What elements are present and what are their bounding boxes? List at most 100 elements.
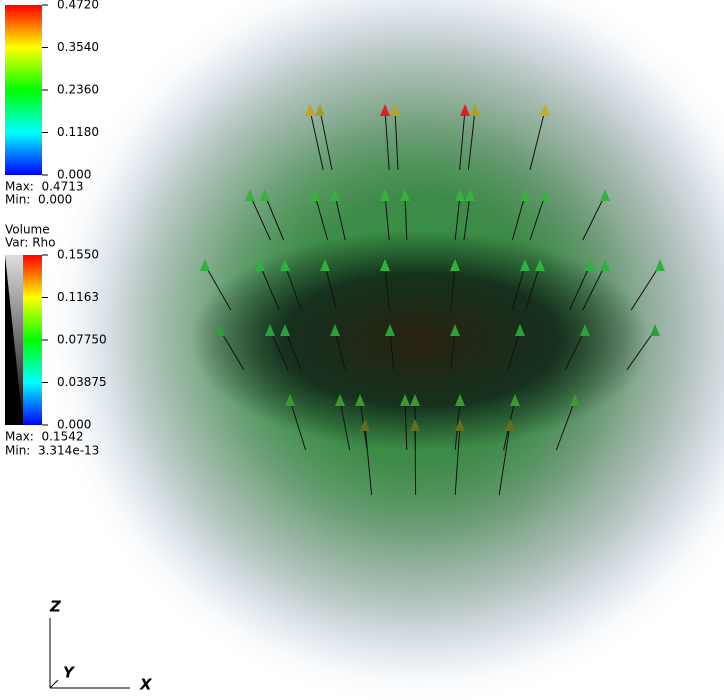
arrow-shaft: [582, 264, 606, 311]
arrow-shaft: [564, 329, 586, 371]
arrow-shaft: [459, 109, 466, 171]
legend-min: Min: 0.000: [5, 193, 72, 207]
arrow-shaft: [404, 399, 408, 451]
tick-label: 0.1550: [57, 248, 99, 262]
axis-triad: [49, 618, 130, 689]
arrow-head: [510, 394, 520, 406]
arrow-head: [470, 104, 480, 116]
arrow-head: [385, 324, 395, 336]
legend-max: Max: 0.1542: [5, 430, 83, 444]
tick-label: 0.000: [57, 418, 91, 432]
arrow-shaft: [529, 109, 546, 171]
arrow-shaft: [511, 264, 526, 311]
arrow-shaft: [404, 194, 408, 241]
arrow-shaft: [219, 329, 245, 371]
axis-label-x: X: [139, 676, 153, 694]
arrow-shaft: [582, 194, 606, 241]
arrow-head: [410, 394, 420, 406]
arrow-head: [540, 104, 550, 116]
arrow-head: [400, 189, 410, 201]
arrow-head: [655, 259, 665, 271]
arrow-head: [310, 189, 320, 201]
arrow-head: [515, 324, 525, 336]
color-bar: [5, 5, 42, 175]
arrow-shaft: [269, 329, 289, 371]
arrow-shaft: [450, 264, 456, 311]
vector-field: [200, 104, 665, 496]
arrow-head: [455, 394, 465, 406]
arrow-shaft: [507, 329, 521, 371]
color-bar: [23, 255, 42, 425]
arrow-head: [280, 259, 290, 271]
arrow-head: [520, 259, 530, 271]
arrow-shaft: [314, 194, 329, 241]
arrow-head: [330, 324, 340, 336]
arrow-head: [380, 259, 390, 271]
tick-label: 0.3540: [57, 40, 99, 54]
arrow-shaft: [384, 264, 390, 311]
arrow-shaft: [498, 424, 511, 496]
tick-label: 0.03875: [57, 375, 107, 389]
arrow-shaft: [626, 329, 656, 371]
arrow-shaft: [450, 329, 456, 371]
arrow-head: [650, 324, 660, 336]
arrow-head: [335, 394, 345, 406]
arrow-shaft: [384, 194, 390, 241]
tick-label: 0.4720: [57, 0, 99, 12]
arrow-shaft: [264, 194, 285, 241]
arrow-head: [450, 324, 460, 336]
arrow-shaft: [467, 109, 476, 171]
arrow-shaft: [569, 264, 591, 311]
axis-label-y: Y: [63, 664, 76, 682]
arrow-shaft: [529, 194, 546, 241]
arrow-shaft: [324, 264, 337, 311]
arrow-shaft: [630, 264, 661, 311]
arrow-head: [285, 394, 295, 406]
tick-label: 0.07750: [57, 333, 107, 347]
arrow-head: [320, 259, 330, 271]
arrow-shaft: [334, 329, 346, 371]
axis-label-z: Z: [49, 598, 62, 616]
arrow-shaft: [389, 329, 395, 371]
arrow-head: [540, 189, 550, 201]
arrow-shaft: [284, 264, 302, 311]
arrow-shaft: [525, 264, 541, 311]
y-axis: [49, 679, 59, 689]
legend-var: Var: Rho: [5, 236, 56, 250]
arrow-shaft: [454, 194, 461, 241]
legend-volume: Volume Var: Rho 0.1550 0.1163 0.07750 0.038…: [5, 223, 107, 458]
tick-label: 0.000: [57, 168, 91, 182]
volume-core: [190, 230, 650, 450]
arrow-head: [215, 324, 225, 336]
arrow-head: [600, 259, 610, 271]
legend-max: Max: 0.4713: [5, 180, 83, 194]
opacity-ramp: [5, 255, 23, 425]
arrow-shaft: [284, 329, 302, 371]
arrow-shaft: [454, 424, 461, 496]
arrow-head: [580, 324, 590, 336]
arrow-head: [255, 259, 265, 271]
arrow-shaft: [289, 399, 307, 451]
arrow-shaft: [384, 109, 390, 171]
arrow-head: [520, 189, 530, 201]
arrow-head: [460, 104, 470, 116]
arrow-shaft: [334, 194, 346, 241]
arrow-head: [465, 189, 475, 201]
arrow-shaft: [555, 399, 576, 451]
legend-vector: 0.4720 0.3540 0.2360 0.1180 0.000 Max: 0.471…: [5, 0, 99, 207]
arrow-head: [450, 259, 460, 271]
tick-label: 0.2360: [57, 83, 99, 97]
arrow-shaft: [259, 264, 280, 311]
arrow-head: [360, 419, 370, 431]
arrow-head: [315, 104, 325, 116]
arrow-head: [585, 259, 595, 271]
arrow-head: [265, 324, 275, 336]
arrow-head: [400, 394, 410, 406]
arrow-head: [455, 419, 465, 431]
arrow-shaft: [463, 194, 471, 241]
arrow-head: [455, 189, 465, 201]
arrow-head: [380, 189, 390, 201]
arrow-shaft: [511, 194, 526, 241]
arrow-head: [570, 394, 580, 406]
